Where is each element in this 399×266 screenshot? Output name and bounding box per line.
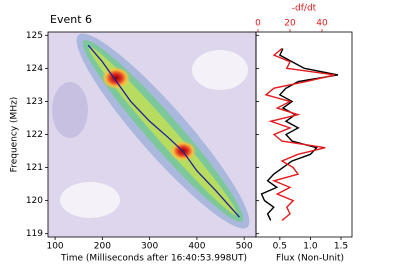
x-tick-label: 500 bbox=[236, 242, 253, 252]
x-tick-label: 1.5 bbox=[334, 242, 348, 252]
x-tick-label: 100 bbox=[46, 242, 63, 252]
x-axis-label: Time (Milliseconds after 16:40:53.998UT) bbox=[60, 254, 247, 264]
x2-axis-label: -df/dt bbox=[292, 4, 317, 14]
y-tick-label: 120 bbox=[26, 196, 43, 206]
drift-line bbox=[87, 44, 240, 218]
x-tick-label: 1.0 bbox=[303, 242, 318, 252]
x-tick-label: 400 bbox=[188, 242, 205, 252]
x-tick-label: 200 bbox=[94, 242, 111, 252]
y-tick-label: 123 bbox=[26, 97, 43, 107]
y-axis-label: Frequency (MHz) bbox=[10, 97, 20, 173]
x-tick-label: 300 bbox=[141, 242, 158, 252]
x2-tick-label: 20 bbox=[284, 19, 296, 29]
profile-line bbox=[264, 47, 335, 222]
y-tick-label: 122 bbox=[26, 130, 43, 140]
x-tick-label: 0.5 bbox=[273, 242, 287, 252]
y-tick-label: 124 bbox=[26, 64, 43, 74]
y-tick-label: 119 bbox=[26, 229, 43, 239]
x2-tick-label: 40 bbox=[316, 19, 328, 29]
y-tick-label: 125 bbox=[26, 31, 43, 41]
chart-title: Event 6 bbox=[50, 13, 92, 26]
x2-tick-label: 0 bbox=[255, 19, 261, 29]
y-tick-label: 121 bbox=[26, 163, 43, 173]
x-axis-label: Flux (Non-Unit) bbox=[276, 254, 344, 264]
plot-frame bbox=[255, 31, 353, 238]
